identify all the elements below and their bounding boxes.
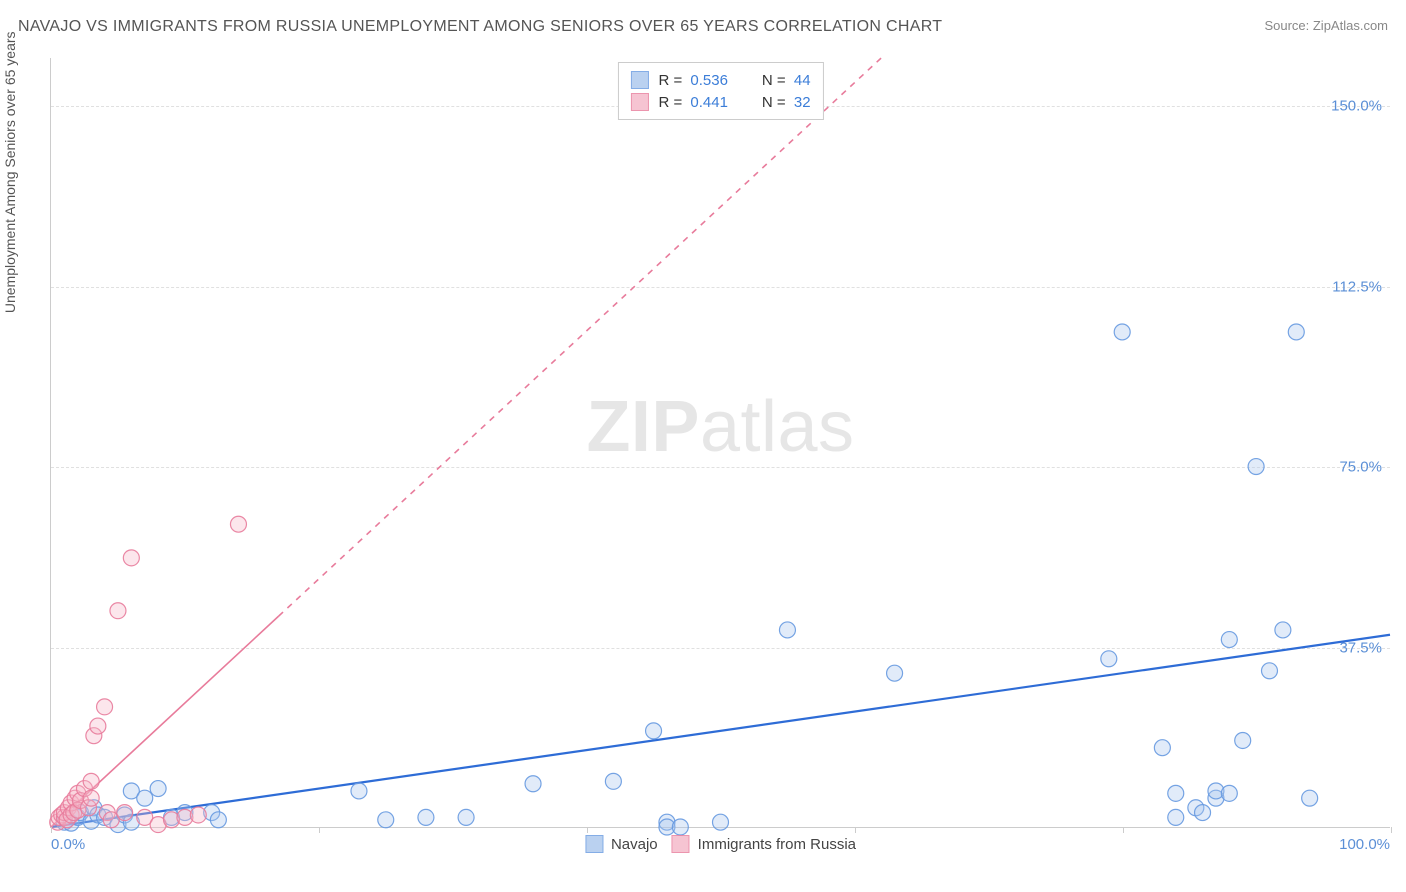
r-label: R = 0.441	[658, 94, 727, 111]
data-point-navajo	[1168, 809, 1184, 825]
data-point-navajo	[1288, 324, 1304, 340]
legend-item-russia: Immigrants from Russia	[672, 835, 856, 853]
data-point-navajo	[525, 776, 541, 792]
data-point-navajo	[1261, 663, 1277, 679]
r-label: R = 0.536	[658, 72, 727, 89]
data-point-navajo	[1221, 785, 1237, 801]
scatter-svg	[51, 58, 1390, 827]
data-point-russia	[117, 805, 133, 821]
n-label: N = 32	[762, 94, 811, 111]
x-tick	[1123, 827, 1124, 833]
data-point-navajo	[1195, 805, 1211, 821]
data-point-navajo	[1168, 785, 1184, 801]
data-point-russia	[83, 773, 99, 789]
source-label: Source: ZipAtlas.com	[1264, 18, 1388, 33]
legend-swatch-navajo	[630, 71, 648, 89]
x-tick	[51, 827, 52, 833]
data-point-navajo	[779, 622, 795, 638]
n-value: 44	[790, 72, 811, 89]
chart-title: NAVAJO VS IMMIGRANTS FROM RUSSIA UNEMPLO…	[18, 18, 942, 36]
legend-swatch-russia	[672, 835, 690, 853]
data-point-navajo	[351, 783, 367, 799]
n-label: N = 44	[762, 72, 811, 89]
x-tick	[319, 827, 320, 833]
data-point-russia	[83, 790, 99, 806]
data-point-navajo	[378, 812, 394, 828]
data-point-navajo	[1302, 790, 1318, 806]
data-point-russia	[97, 699, 113, 715]
data-point-navajo	[210, 812, 226, 828]
data-point-navajo	[1248, 459, 1264, 475]
data-point-navajo	[646, 723, 662, 739]
legend-swatch-navajo	[585, 835, 603, 853]
data-point-russia	[190, 807, 206, 823]
n-value: 32	[790, 94, 811, 111]
data-point-navajo	[137, 790, 153, 806]
legend-label: Navajo	[611, 836, 658, 853]
regression-line-navajo	[51, 635, 1390, 827]
data-point-russia	[110, 603, 126, 619]
data-point-navajo	[150, 781, 166, 797]
data-point-navajo	[605, 773, 621, 789]
header: NAVAJO VS IMMIGRANTS FROM RUSSIA UNEMPLO…	[18, 18, 1388, 36]
data-point-navajo	[1275, 622, 1291, 638]
data-point-navajo	[713, 814, 729, 830]
data-point-navajo	[1114, 324, 1130, 340]
data-point-russia	[90, 718, 106, 734]
data-point-russia	[230, 516, 246, 532]
legend-row-navajo: R = 0.536 N = 44	[630, 69, 810, 91]
data-point-navajo	[418, 809, 434, 825]
data-point-navajo	[1154, 740, 1170, 756]
legend-row-russia: R = 0.441 N = 32	[630, 91, 810, 113]
y-axis-label: Unemployment Among Seniors over 65 years	[2, 31, 18, 313]
data-point-navajo	[1101, 651, 1117, 667]
legend-swatch-russia	[630, 93, 648, 111]
data-point-navajo	[458, 809, 474, 825]
x-tick	[1391, 827, 1392, 833]
regression-line-russia-dashed	[279, 58, 882, 616]
series-legend: Navajo Immigrants from Russia	[585, 835, 856, 853]
x-tick	[587, 827, 588, 833]
x-axis-min-label: 0.0%	[51, 836, 85, 853]
x-axis-max-label: 100.0%	[1339, 836, 1390, 853]
legend-label: Immigrants from Russia	[698, 836, 856, 853]
data-point-navajo	[1235, 732, 1251, 748]
r-value: 0.536	[686, 72, 728, 89]
correlation-legend: R = 0.536 N = 44 R = 0.441 N = 32	[617, 62, 823, 120]
data-point-navajo	[887, 665, 903, 681]
data-point-navajo	[1221, 632, 1237, 648]
legend-item-navajo: Navajo	[585, 835, 658, 853]
data-point-russia	[123, 550, 139, 566]
data-point-navajo	[672, 819, 688, 835]
r-value: 0.441	[686, 94, 728, 111]
x-tick	[855, 827, 856, 833]
plot-area: 37.5%75.0%112.5%150.0% ZIPatlas R = 0.53…	[50, 58, 1390, 828]
